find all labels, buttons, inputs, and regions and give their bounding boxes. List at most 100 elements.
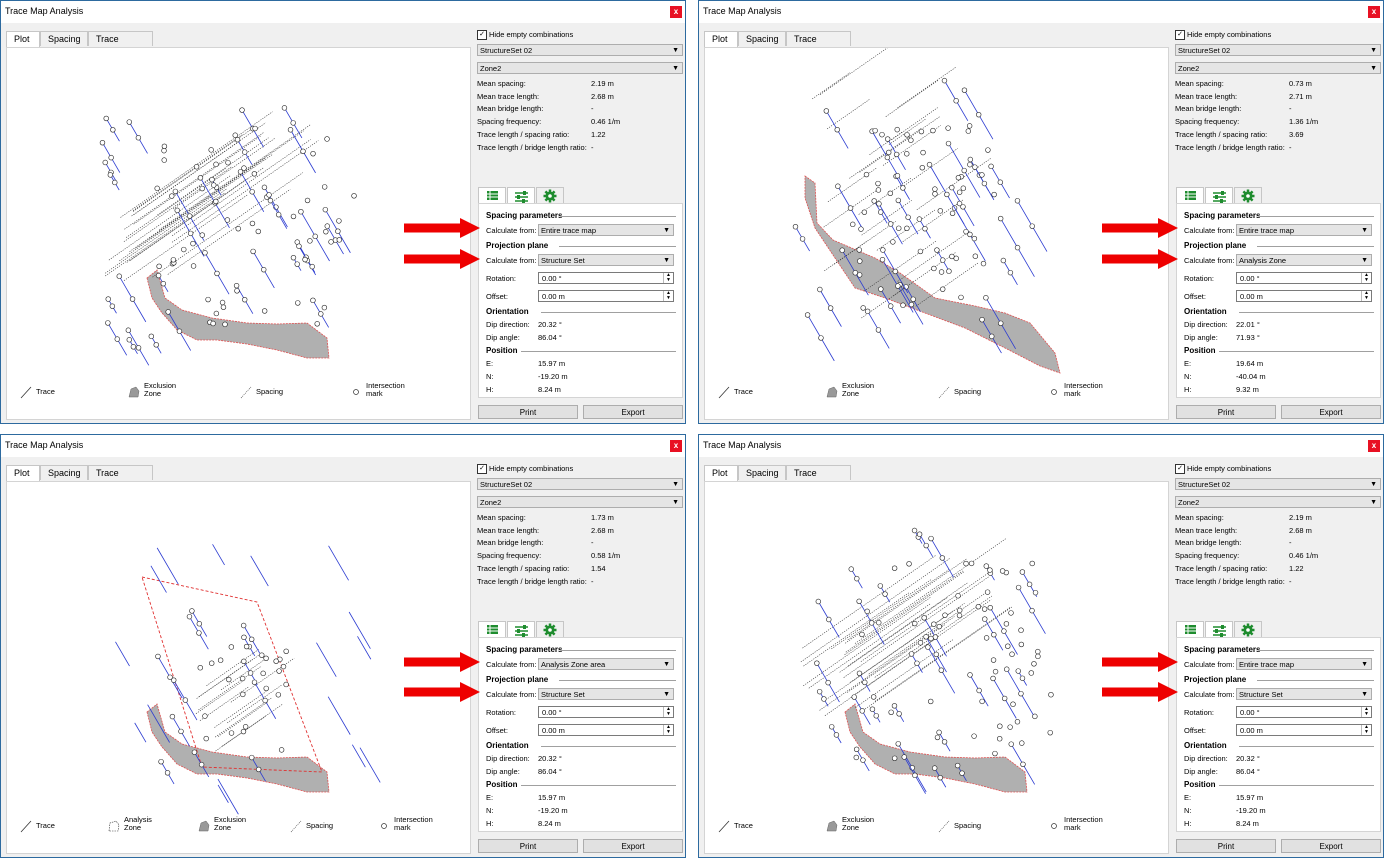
projection-calculate-from-select[interactable]: Structure Set ▼ [538,688,674,700]
trace-map-canvas[interactable] [705,482,1168,853]
print-button[interactable]: Print [1176,839,1276,853]
checkbox-checked-icon[interactable]: ✓ [1175,30,1185,40]
tab-table[interactable] [478,187,506,204]
tab-settings[interactable] [1234,621,1262,638]
window-title: Trace Map Analysis [5,440,84,450]
tab-plot[interactable]: Plot [704,31,738,48]
spinner-arrows-icon[interactable]: ▲ ▼ [663,725,673,735]
print-button[interactable]: Print [478,405,578,419]
offset-input[interactable]: 0.00 m ▲ ▼ [1236,724,1372,736]
tab-table[interactable] [478,621,506,638]
tab-settings[interactable] [536,621,564,638]
hide-empty-combinations-label[interactable]: Hide empty combinations [489,464,574,473]
tab-parameters[interactable] [1205,621,1233,638]
rotation-input[interactable]: 0.00 ° ▲ ▼ [538,706,674,718]
section-divider [521,351,676,352]
tab-trace-length[interactable]: Trace Length [88,31,153,59]
checkbox-checked-icon[interactable]: ✓ [477,30,487,40]
tab-settings[interactable] [1234,187,1262,204]
tab-spacing[interactable]: Spacing [738,465,786,480]
tab-trace-length[interactable]: Trace Length [786,465,851,493]
close-icon[interactable]: x [670,440,682,452]
print-button[interactable]: Print [478,839,578,853]
offset-input[interactable]: 0.00 m ▲ ▼ [1236,290,1372,302]
structure-set-select[interactable]: StructureSet 02 ▼ [1175,44,1381,56]
close-icon[interactable]: x [670,6,682,18]
offset-input[interactable]: 0.00 m ▲ ▼ [538,290,674,302]
export-button[interactable]: Export [583,839,683,853]
spinner-arrows-icon[interactable]: ▲ ▼ [1361,291,1371,301]
zone-select[interactable]: Zone2 ▼ [477,496,683,508]
tab-parameters[interactable] [507,621,535,638]
rotation-input[interactable]: 0.00 ° ▲ ▼ [538,272,674,284]
projection-calculate-from-select[interactable]: Structure Set ▼ [538,254,674,266]
export-button[interactable]: Export [1281,839,1381,853]
trace-legend-icon [20,820,32,833]
zone-select[interactable]: Zone2 ▼ [1175,62,1381,74]
close-icon[interactable]: x [1368,440,1380,452]
tab-settings[interactable] [536,187,564,204]
exclusion-zone-legend-icon [198,820,210,832]
stat-label: Mean bridge length: [1175,538,1242,548]
tab-parameters[interactable] [507,187,535,204]
exclusion-zone-legend-icon [826,386,838,398]
tab-plot[interactable]: Plot [6,31,40,48]
structure-set-select[interactable]: StructureSet 02 ▼ [1175,478,1381,490]
intersection-mark [945,125,951,131]
checkbox-checked-icon[interactable]: ✓ [1175,464,1185,474]
intersection-mark [187,213,193,219]
export-button[interactable]: Export [583,405,683,419]
offset-input[interactable]: 0.00 m ▲ ▼ [538,724,674,736]
structure-set-select[interactable]: StructureSet 02 ▼ [477,478,683,490]
spinner-arrows-icon[interactable]: ▲ ▼ [1361,273,1371,283]
spinner-arrows-icon[interactable]: ▲ ▼ [1361,707,1371,717]
trace-map-canvas[interactable] [7,482,470,853]
intersection-mark [172,188,179,195]
zone-select[interactable]: Zone2 ▼ [1175,496,1381,508]
rotation-input[interactable]: 0.00 ° ▲ ▼ [1236,706,1372,718]
trace-map-plot[interactable]: Trace Exclusion Zone Spacing Intersection m… [704,47,1169,420]
trace-map-plot[interactable]: Trace Analysis Zone Exclusion Zone Spacing I… [6,481,471,854]
hide-empty-combinations-label[interactable]: Hide empty combinations [489,30,574,39]
zone-select[interactable]: Zone2 ▼ [477,62,683,74]
close-icon[interactable]: x [1368,6,1380,18]
projection-calculate-from-select[interactable]: Structure Set ▼ [1236,688,1372,700]
tab-plot[interactable]: Plot [704,465,738,482]
dropdown-arrow-icon: ▼ [663,227,670,234]
tab-spacing[interactable]: Spacing [40,465,88,480]
structure-set-select[interactable]: StructureSet 02 ▼ [477,44,683,56]
intersection-mark [941,739,948,745]
tab-spacing[interactable]: Spacing [40,31,88,46]
checkbox-checked-icon[interactable]: ✓ [477,464,487,474]
legend-label: Trace [734,387,753,396]
tab-table[interactable] [1176,621,1204,638]
trace-map-plot[interactable]: Trace Exclusion Zone Spacing Intersection m… [6,47,471,420]
trace-map-canvas[interactable] [705,48,1168,419]
tab-spacing[interactable]: Spacing [738,31,786,46]
tab-parameters[interactable] [1205,187,1233,204]
hide-empty-combinations-label[interactable]: Hide empty combinations [1187,30,1272,39]
print-button[interactable]: Print [1176,405,1276,419]
spinner-arrows-icon[interactable]: ▲ ▼ [1361,725,1371,735]
projection-calculate-from-select[interactable]: Analysis Zone ▼ [1236,254,1372,266]
spinner-arrows-icon[interactable]: ▲ ▼ [663,707,673,717]
hide-empty-combinations-label[interactable]: Hide empty combinations [1187,464,1272,473]
tab-trace-length[interactable]: Trace Length [88,465,153,493]
spinner-arrows-icon[interactable]: ▲ ▼ [663,291,673,301]
spacing-line [826,99,870,130]
exclusion-zone [146,703,330,793]
spacing-calculate-from-select[interactable]: Entire trace map ▼ [1236,658,1372,670]
spacing-line [171,140,319,243]
tab-trace-length[interactable]: Trace Length [786,31,851,59]
rotation-input[interactable]: 0.00 ° ▲ ▼ [1236,272,1372,284]
trace-map-canvas[interactable] [7,48,470,419]
tab-table[interactable] [1176,187,1204,204]
spacing-calculate-from-select[interactable]: Entire trace map ▼ [538,224,674,236]
spacing-calculate-from-select[interactable]: Entire trace map ▼ [1236,224,1372,236]
spacing-calculate-from-select[interactable]: Analysis Zone area ▼ [538,658,674,670]
tab-plot[interactable]: Plot [6,465,40,482]
export-button[interactable]: Export [1281,405,1381,419]
spinner-arrows-icon[interactable]: ▲ ▼ [663,273,673,283]
trace-map-plot[interactable]: Trace Exclusion Zone Spacing Intersection m… [704,481,1169,854]
stat-label: Mean spacing: [1175,513,1224,522]
